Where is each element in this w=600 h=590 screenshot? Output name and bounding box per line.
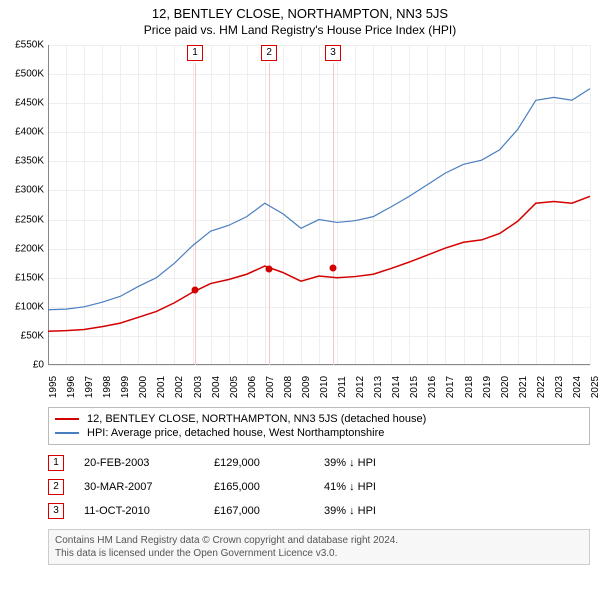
- sale-price: £167,000: [214, 505, 324, 517]
- property-line: [48, 196, 590, 331]
- x-tick-label: 1997: [84, 376, 95, 398]
- x-tick-label: 2021: [518, 376, 529, 398]
- y-tick-label: £0: [33, 360, 44, 371]
- y-tick-label: £400K: [15, 127, 44, 138]
- legend-label: 12, BENTLEY CLOSE, NORTHAMPTON, NN3 5JS …: [87, 413, 426, 425]
- x-tick-label: 2012: [355, 376, 366, 398]
- x-tick-label: 2005: [229, 376, 240, 398]
- page-subtitle: Price paid vs. HM Land Registry's House …: [0, 23, 600, 37]
- sale-row: 1 20-FEB-2003£129,00039% ↓ HPI: [48, 451, 590, 475]
- attribution-line: This data is licensed under the Open Gov…: [55, 547, 583, 560]
- x-tick-label: 1995: [48, 376, 59, 398]
- sale-delta: 41% ↓ HPI: [324, 481, 376, 493]
- sale-badge: 1: [48, 455, 64, 471]
- x-tick-label: 2017: [445, 376, 456, 398]
- y-tick-label: £500K: [15, 69, 44, 80]
- attribution-box: Contains HM Land Registry data © Crown c…: [48, 529, 590, 565]
- sale-point: [266, 266, 273, 273]
- sale-point: [330, 264, 337, 271]
- y-tick-label: £450K: [15, 98, 44, 109]
- y-tick-label: £100K: [15, 301, 44, 312]
- x-tick-label: 2016: [427, 376, 438, 398]
- y-tick-label: £250K: [15, 214, 44, 225]
- y-tick-label: £350K: [15, 156, 44, 167]
- x-tick-label: 2023: [554, 376, 565, 398]
- y-tick-label: £50K: [21, 330, 44, 341]
- sale-date: 30-MAR-2007: [84, 481, 214, 493]
- y-tick-label: £200K: [15, 243, 44, 254]
- x-tick-label: 2018: [464, 376, 475, 398]
- legend-swatch: [55, 418, 79, 420]
- sale-point: [192, 286, 199, 293]
- x-tick-label: 2011: [337, 376, 348, 398]
- x-tick-label: 2002: [174, 376, 185, 398]
- x-tick-label: 2010: [319, 376, 330, 398]
- legend-item: HPI: Average price, detached house, West…: [55, 426, 583, 440]
- sale-delta: 39% ↓ HPI: [324, 457, 376, 469]
- x-tick-label: 2001: [156, 376, 167, 398]
- x-tick-label: 2020: [500, 376, 511, 398]
- x-tick-label: 1996: [66, 376, 77, 398]
- sale-date: 20-FEB-2003: [84, 457, 214, 469]
- legend-label: HPI: Average price, detached house, West…: [87, 427, 384, 439]
- x-tick-label: 2019: [482, 376, 493, 398]
- y-tick-label: £300K: [15, 185, 44, 196]
- x-tick-label: 2000: [138, 376, 149, 398]
- x-tick-label: 1999: [120, 376, 131, 398]
- sale-row: 3 11-OCT-2010£167,00039% ↓ HPI: [48, 499, 590, 523]
- y-tick-label: £150K: [15, 272, 44, 283]
- page-title: 12, BENTLEY CLOSE, NORTHAMPTON, NN3 5JS: [0, 6, 600, 21]
- legend-swatch: [55, 432, 79, 434]
- sale-price: £129,000: [214, 457, 324, 469]
- chart-legend: 12, BENTLEY CLOSE, NORTHAMPTON, NN3 5JS …: [48, 407, 590, 445]
- sale-badge: 2: [48, 479, 64, 495]
- x-tick-label: 2007: [265, 376, 276, 398]
- x-tick-label: 1998: [102, 376, 113, 398]
- price-chart: £0£50K£100K£150K£200K£250K£300K£350K£400…: [48, 45, 590, 365]
- sale-delta: 39% ↓ HPI: [324, 505, 376, 517]
- x-tick-label: 2006: [247, 376, 258, 398]
- x-tick-label: 2003: [193, 376, 204, 398]
- sales-table: 120-FEB-2003£129,00039% ↓ HPI230-MAR-200…: [48, 451, 590, 523]
- y-tick-label: £550K: [15, 40, 44, 51]
- sale-date: 11-OCT-2010: [84, 505, 214, 517]
- x-tick-label: 2009: [301, 376, 312, 398]
- x-tick-label: 2008: [283, 376, 294, 398]
- x-tick-label: 2022: [536, 376, 547, 398]
- x-tick-label: 2025: [590, 376, 600, 398]
- x-tick-label: 2004: [211, 376, 222, 398]
- attribution-line: Contains HM Land Registry data © Crown c…: [55, 534, 583, 547]
- legend-item: 12, BENTLEY CLOSE, NORTHAMPTON, NN3 5JS …: [55, 412, 583, 426]
- x-tick-label: 2015: [409, 376, 420, 398]
- x-tick-label: 2024: [572, 376, 583, 398]
- x-tick-label: 2013: [373, 376, 384, 398]
- sale-row: 2 30-MAR-2007£165,00041% ↓ HPI: [48, 475, 590, 499]
- sale-price: £165,000: [214, 481, 324, 493]
- sale-badge: 3: [48, 503, 64, 519]
- x-tick-label: 2014: [391, 376, 402, 398]
